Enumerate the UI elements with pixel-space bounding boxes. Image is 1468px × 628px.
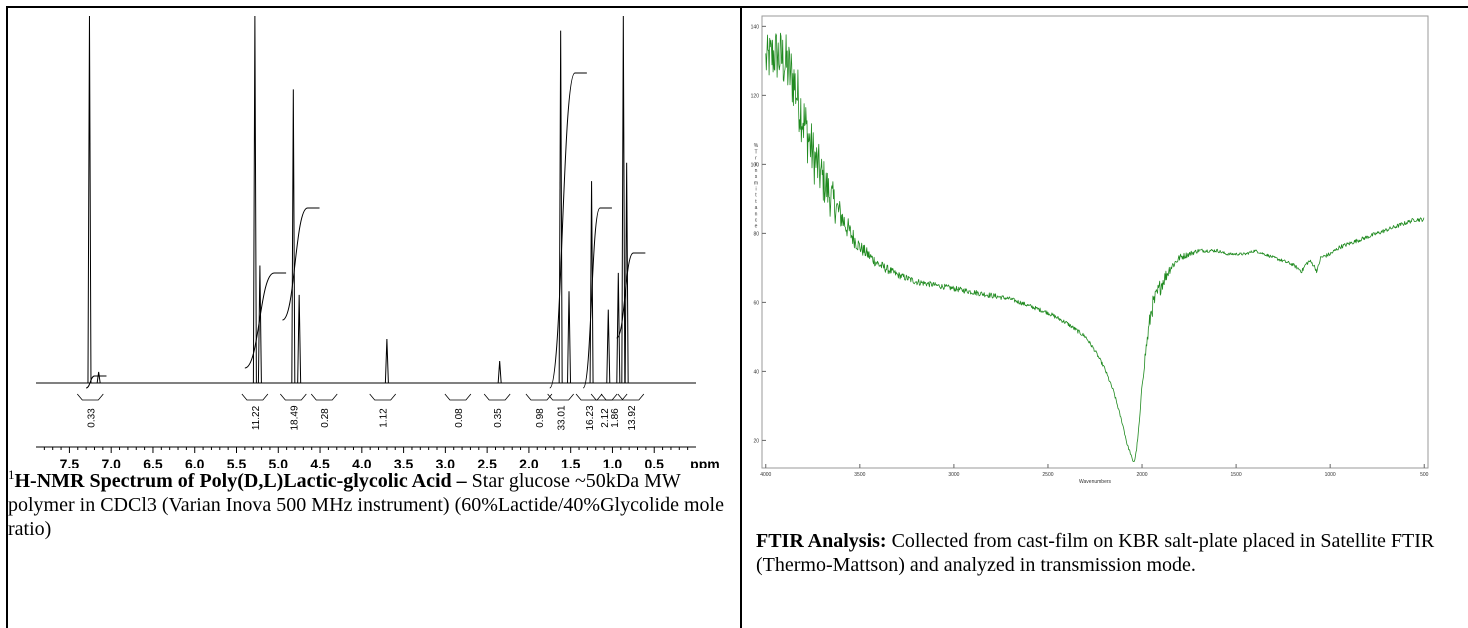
ftir-x-tick-label: 3500: [854, 472, 865, 478]
nmr-integral-value: 13.92: [627, 405, 638, 430]
nmr-integral-curve: [582, 207, 612, 389]
nmr-integral-value: 11.22: [251, 405, 262, 430]
nmr-x-tick-label: 2.0: [519, 456, 539, 468]
nmr-x-unit-label: ppm: [690, 456, 720, 468]
nmr-integral-bracket: [617, 393, 645, 401]
ftir-y-tick-label: 40: [753, 369, 759, 375]
nmr-peak: [252, 15, 257, 384]
ftir-y-tick-label: 20: [753, 438, 759, 444]
ftir-x-tick-label: 4000: [760, 472, 771, 478]
nmr-caption-superscript: 1: [8, 467, 15, 482]
nmr-x-tick-label: 5.5: [227, 456, 247, 468]
nmr-peak: [567, 291, 572, 384]
ftir-caption-text: Collected from cast-film on KBR salt-pla…: [756, 530, 1435, 576]
nmr-peak: [558, 30, 563, 384]
ftir-transmittance-trace: [765, 32, 1425, 462]
nmr-x-tick-label: 4.0: [352, 456, 372, 468]
nmr-caption: 1H-NMR Spectrum of Poly(D,L)Lactic-glyco…: [8, 467, 738, 541]
ftir-caption: FTIR Analysis: Collected from cast-film …: [756, 529, 1446, 577]
nmr-integral-value: 33.01: [557, 405, 568, 430]
ftir-y-tick-label: 140: [751, 24, 760, 30]
nmr-peak: [384, 338, 389, 384]
nmr-integral-curve: [616, 252, 646, 339]
ftir-y-tick-label: 60: [753, 300, 759, 306]
ftir-x-tick-label: 1500: [1231, 472, 1242, 478]
nmr-cell: 0.33 11.22 18.49 0.28 1.12 0.08 0.35 0.98 33.01 1…: [8, 8, 740, 628]
nmr-integral-value: 0.35: [493, 408, 504, 428]
nmr-x-tick-label: 6.0: [185, 456, 205, 468]
nmr-integral-value: 0.28: [320, 408, 331, 428]
nmr-x-tick-label: 3.0: [436, 456, 456, 468]
ftir-spectrum-chart: 20 40 60 80 100 120 140 4000 3500 3000 2500 2000 150…: [751, 15, 1429, 485]
ftir-cell: 20 40 60 80 100 120 140 4000 3500 3000 2500 2000 150…: [742, 8, 1468, 628]
nmr-x-tick-label: 5.0: [269, 456, 289, 468]
nmr-peak: [624, 162, 629, 384]
nmr-integral-curve: [85, 375, 107, 389]
nmr-integral-bracket: [525, 393, 553, 401]
ftir-x-tick-label: 2000: [1136, 472, 1147, 478]
nmr-x-tick-label: 6.5: [143, 456, 163, 468]
nmr-integral-bracket: [600, 393, 628, 401]
nmr-integral-bracket: [444, 393, 472, 401]
ftir-y-tick-label: 80: [753, 231, 759, 237]
nmr-caption-dash: –: [451, 470, 472, 492]
nmr-peak: [257, 265, 262, 384]
ftir-y-tick-label: 100: [751, 162, 760, 168]
nmr-peak: [621, 15, 626, 384]
nmr-integral-value: 1.86: [610, 408, 621, 428]
nmr-caption-title: H-NMR Spectrum of Poly(D,L)Lactic-glycol…: [14, 470, 452, 492]
nmr-integral-value: 18.49: [289, 405, 300, 430]
nmr-peak: [291, 89, 296, 384]
nmr-x-tick-label: 1.5: [561, 456, 581, 468]
nmr-integral-value: 0.33: [86, 408, 97, 428]
nmr-peak: [606, 309, 611, 384]
nmr-integral-bracket: [590, 393, 618, 401]
nmr-integral-bracket: [483, 393, 511, 401]
nmr-peak: [297, 294, 302, 384]
table-border-left: [6, 6, 8, 628]
ftir-x-tick-label: 1000: [1325, 472, 1336, 478]
nmr-spectrum-chart: 0.33 11.22 18.49 0.28 1.12 0.08 0.35 0.98 33.01 1…: [36, 15, 720, 468]
nmr-integral-bracket: [369, 393, 397, 401]
ftir-y-tick-label: 120: [751, 93, 760, 99]
table-border-top: [6, 6, 1468, 8]
nmr-integral-value: 16.23: [585, 405, 596, 430]
nmr-integral-value: 1.12: [379, 408, 390, 428]
nmr-peak: [87, 15, 92, 384]
table-border-middle: [740, 6, 742, 628]
nmr-x-tick-label: 7.0: [101, 456, 121, 468]
nmr-integral-value: 0.98: [535, 408, 546, 428]
nmr-integral-curve: [281, 207, 320, 321]
nmr-peak: [96, 371, 101, 384]
nmr-integral-curve: [244, 272, 287, 369]
nmr-integral-bracket: [547, 393, 574, 401]
ftir-x-tick-label: 2500: [1042, 472, 1053, 478]
nmr-peak: [616, 272, 621, 384]
ftir-caption-title: FTIR Analysis:: [756, 530, 887, 552]
nmr-integral-value: 0.08: [454, 408, 465, 428]
nmr-caption-text: Star glucose ~50kDa MW polymer in CDCl3 …: [8, 470, 724, 540]
nmr-integral-bracket: [310, 393, 338, 401]
ftir-x-axis-title: Wavenumbers: [1079, 479, 1112, 485]
nmr-integral-bracket: [280, 393, 307, 401]
nmr-integral-bracket: [76, 393, 104, 401]
nmr-integral-bracket: [575, 393, 603, 401]
nmr-peak: [497, 360, 502, 384]
nmr-x-tick-label: 4.5: [310, 456, 330, 468]
nmr-x-tick-label: 0.5: [644, 456, 664, 468]
nmr-integral-bracket: [241, 393, 269, 401]
nmr-x-tick-label: 1.0: [603, 456, 623, 468]
nmr-x-tick-label: 7.5: [60, 456, 80, 468]
nmr-integral-curve: [549, 72, 587, 389]
ftir-x-tick-label: 3000: [948, 472, 959, 478]
nmr-x-tick-label: 3.5: [394, 456, 414, 468]
nmr-x-tick-label: 2.5: [477, 456, 497, 468]
ftir-plot-frame: [761, 15, 1429, 469]
nmr-integral-value: 2.12: [600, 408, 611, 428]
ftir-x-tick-label: 500: [1420, 472, 1429, 478]
